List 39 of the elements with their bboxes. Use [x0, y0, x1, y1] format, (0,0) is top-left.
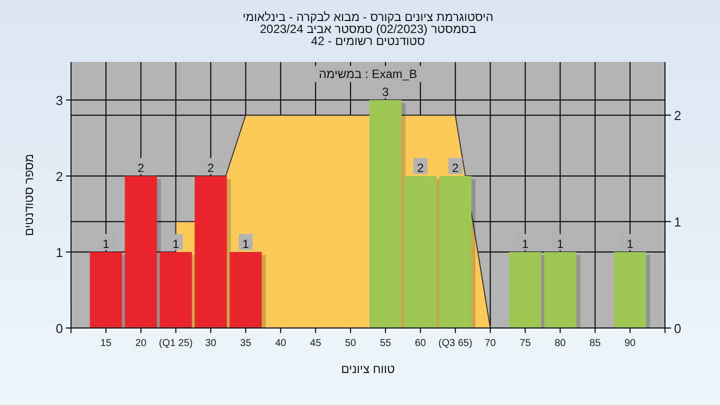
x-tick-label: 60 — [414, 338, 426, 349]
y-tick-label: 3 — [56, 93, 63, 108]
x-tick-label: (Q3 65) — [438, 338, 472, 349]
x-tick-label: 35 — [240, 338, 252, 349]
x-tick-label: (Q1 25) — [158, 338, 193, 349]
x-tick-label: 15 — [100, 338, 112, 349]
x-tick-label: 40 — [275, 338, 287, 349]
data-label: 3 — [382, 85, 390, 99]
x-tick-label: 85 — [590, 338, 602, 349]
y-axis-title: מספר סטודנטים — [22, 154, 36, 236]
data-label: 1 — [242, 237, 250, 251]
y-tick-label: 0 — [56, 321, 63, 336]
y2-tick-label: 0 — [674, 321, 682, 336]
x-tick-label: 70 — [484, 338, 496, 349]
y-tick-label: 1 — [56, 245, 63, 260]
x-tick-label: 75 — [520, 338, 532, 349]
x-tick-label: 45 — [310, 338, 322, 349]
data-label: 2 — [138, 161, 145, 175]
x-axis-title: טווח ציונים — [341, 362, 396, 376]
y2-tick-label: 2 — [674, 108, 682, 124]
data-label: 1 — [172, 237, 180, 251]
data-label: 2 — [417, 161, 424, 175]
x-tick-label: 90 — [624, 338, 636, 349]
data-label: 1 — [102, 237, 110, 251]
x-tick-label: 30 — [205, 338, 217, 349]
data-label: 1 — [522, 237, 529, 251]
x-tick-label: 80 — [554, 338, 566, 349]
data-label: 2 — [207, 161, 214, 175]
y2-tick-label: 1 — [674, 214, 682, 230]
x-tick-label: 50 — [344, 338, 357, 349]
x-tick-label: 20 — [135, 338, 147, 349]
data-label: 1 — [626, 237, 634, 251]
chart-title: היסטוגרמת ציונים בקורס - מבוא לבקרה - בינלאומי — [242, 10, 494, 24]
y-tick-label: 2 — [56, 169, 63, 184]
x-tick-label: 55 — [380, 338, 392, 349]
chart-subtitle: בסמסטר (02/2023) סמסטר אביב 2023/24 סטודנטים רשומים - 42 — [260, 22, 476, 48]
data-label: 1 — [556, 237, 564, 251]
data-label: 2 — [452, 161, 460, 175]
annotation: במשימה : Exam_B — [318, 67, 418, 81]
